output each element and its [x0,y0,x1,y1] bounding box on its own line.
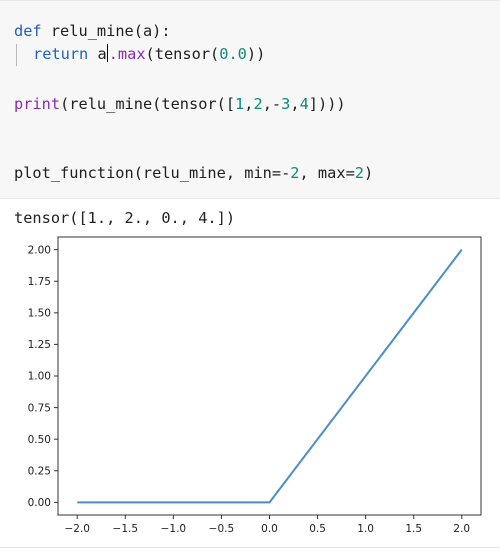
min-value: 2 [290,164,300,182]
relu-series-line [77,249,463,504]
x-tick-label-5: 0.5 [309,523,326,535]
builtin-print: print [14,95,61,113]
code-line-print[interactable]: print(relu_mine(tensor([1,2,-3,4]))) [14,94,346,114]
method-max: .max [108,45,146,63]
y-tick-label-8: 2.00 [28,244,51,256]
y-tick-label-7: 1.75 [28,276,51,288]
x-tick-label-1: −1.5 [113,523,139,535]
x-tick-label-8: 2.0 [453,523,470,535]
plot-call-end: ) [364,164,374,182]
number-literal: 0.0 [219,45,247,63]
number-4: 4 [299,95,309,113]
comma-1: , [244,95,254,113]
plot-call-mid: , max= [299,164,355,182]
text-cursor [106,44,108,62]
code-cell[interactable]: def relu_mine(a): return a .max(tensor(0.… [0,0,500,199]
x-tick-label-4: 0.0 [261,523,278,535]
x-tick-label-3: −0.5 [209,523,235,535]
y-tick-label-4: 1.00 [28,371,51,383]
print-args-start: (relu_mine(tensor([ [60,95,236,113]
print-args-end: ]))) [308,95,346,113]
plot-frame [57,236,482,516]
comma-minus: ,- [262,95,282,113]
y-tick-label-5: 1.25 [28,339,51,351]
number-1: 1 [235,95,245,113]
y-tick-label-6: 1.50 [28,308,51,320]
x-tick-label-0: −2.0 [64,523,90,535]
cell-divider [0,547,500,548]
paren-open-2: ( [210,45,220,63]
number-3: 3 [281,95,291,113]
indent-guide [16,44,17,66]
x-tick-label-2: −1.0 [161,523,187,535]
y-tick-label-3: 0.75 [28,402,51,414]
y-tick-label-1: 0.25 [28,465,51,477]
code-line-return[interactable]: return a .max(tensor(0.0)) [33,44,265,64]
keyword-def: def [14,22,42,40]
code-line-plot[interactable]: plot_function(relu_mine, min=-2, max=2) [14,163,373,183]
y-tick-label-2: 0.50 [28,434,51,446]
keyword-return: return [33,45,89,63]
plot-call-start: plot_function(relu_mine, min=- [14,164,291,182]
function-params: (a): [133,22,171,40]
function-name: relu_mine [41,22,134,40]
number-2: 2 [253,95,263,113]
y-tick-label-0: 0.00 [28,497,51,509]
x-tick-label-7: 1.5 [405,523,422,535]
call-tensor: tensor [154,45,211,63]
output-tensor-text: tensor([1., 2., 0., 4.]) [14,209,236,227]
comma-3: , [290,95,300,113]
code-line-def[interactable]: def relu_mine(a): [14,21,171,41]
x-tick-label-6: 1.0 [357,523,374,535]
return-object: a [97,45,107,63]
paren-close: )) [246,45,266,63]
max-value: 2 [354,164,364,182]
paren-open: ( [145,45,155,63]
